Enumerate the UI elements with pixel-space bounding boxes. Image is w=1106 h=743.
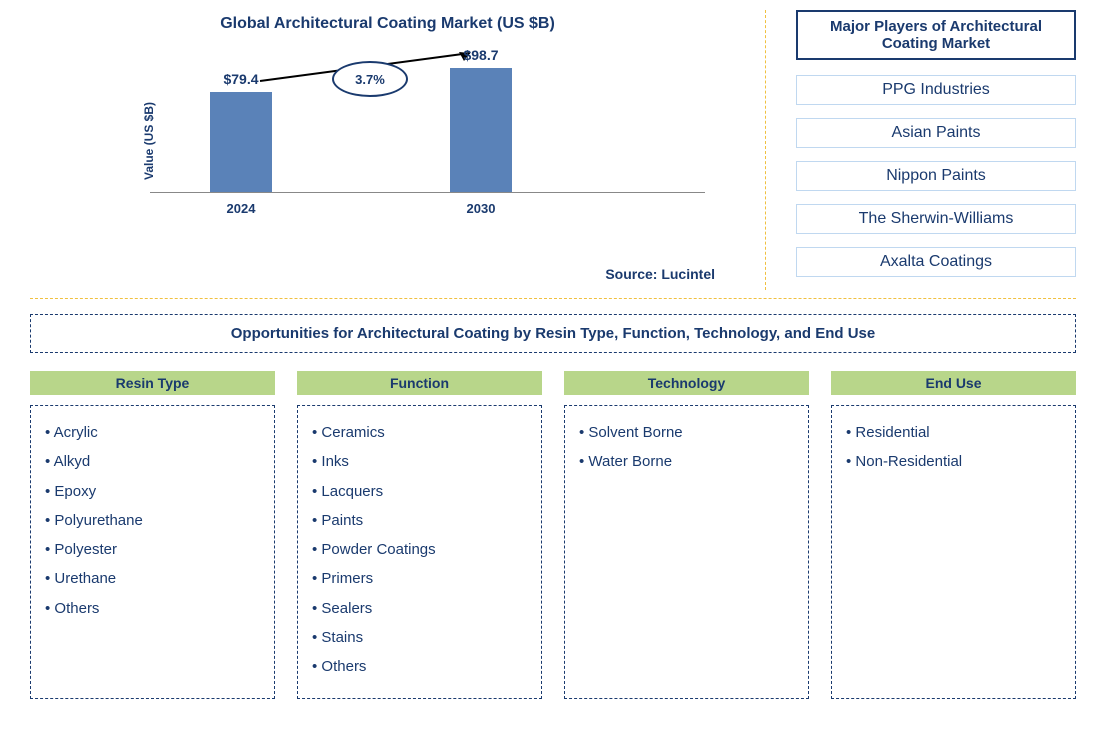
section-divider [30, 298, 1076, 299]
category-item: Residential [846, 418, 1061, 447]
category-item: Lacquers [312, 477, 527, 506]
category-body: Solvent BorneWater Borne [564, 405, 809, 699]
category-body: CeramicsInksLacquersPaintsPowder Coating… [297, 405, 542, 699]
player-item: PPG Industries [796, 75, 1076, 105]
player-item: The Sherwin-Williams [796, 204, 1076, 234]
category-header: Resin Type [30, 371, 275, 395]
category-item: Urethane [45, 564, 260, 593]
x-axis-label: 2030 [431, 201, 531, 216]
category-body: AcrylicAlkydEpoxyPolyurethanePolyesterUr… [30, 405, 275, 699]
players-panel: Major Players of Architectural Coating M… [766, 10, 1076, 290]
category-item: Sealers [312, 594, 527, 623]
category-item: Stains [312, 623, 527, 652]
chart-container: Value (US $B) 3.7% $79.4$98.7 20242030 [150, 53, 705, 228]
chart-area: Global Architectural Coating Market (US … [30, 10, 766, 290]
player-item: Axalta Coatings [796, 247, 1076, 277]
category-header: End Use [831, 371, 1076, 395]
chart-bar [210, 92, 272, 192]
category-item: Non-Residential [846, 447, 1061, 476]
category-item: Primers [312, 564, 527, 593]
category-item: Water Borne [579, 447, 794, 476]
chart-bar [450, 68, 512, 192]
category-item: Others [312, 652, 527, 681]
cagr-label: 3.7% [332, 61, 408, 97]
category-item: Alkyd [45, 447, 260, 476]
category-header: Technology [564, 371, 809, 395]
chart-title: Global Architectural Coating Market (US … [30, 15, 745, 33]
plot-area: 3.7% $79.4$98.7 [150, 53, 705, 193]
category-item: Paints [312, 506, 527, 535]
category-column: Resin Type AcrylicAlkydEpoxyPolyurethaneP… [30, 371, 275, 699]
bar-value-label: $79.4 [191, 71, 291, 87]
category-item: Polyester [45, 535, 260, 564]
chart-source: Source: Lucintel [605, 266, 715, 282]
category-item: Inks [312, 447, 527, 476]
category-item: Polyurethane [45, 506, 260, 535]
category-column: Technology Solvent BorneWater Borne [564, 371, 809, 699]
top-section: Global Architectural Coating Market (US … [30, 10, 1076, 290]
category-column: End Use ResidentialNon-Residential [831, 371, 1076, 699]
bar-value-label: $98.7 [431, 47, 531, 63]
x-axis-label: 2024 [191, 201, 291, 216]
category-item: Others [45, 594, 260, 623]
player-item: Nippon Paints [796, 161, 1076, 191]
category-item: Ceramics [312, 418, 527, 447]
player-item: Asian Paints [796, 118, 1076, 148]
players-title: Major Players of Architectural Coating M… [796, 10, 1076, 60]
categories-row: Resin TypeAcrylicAlkydEpoxyPolyurethaneP… [30, 371, 1076, 699]
opportunities-title: Opportunities for Architectural Coating … [30, 314, 1076, 353]
category-item: Solvent Borne [579, 418, 794, 447]
category-item: Acrylic [45, 418, 260, 447]
category-column: Function CeramicsInksLacquersPaintsPowder… [297, 371, 542, 699]
category-item: Epoxy [45, 477, 260, 506]
category-header: Function [297, 371, 542, 395]
category-body: ResidentialNon-Residential [831, 405, 1076, 699]
category-item: Powder Coatings [312, 535, 527, 564]
